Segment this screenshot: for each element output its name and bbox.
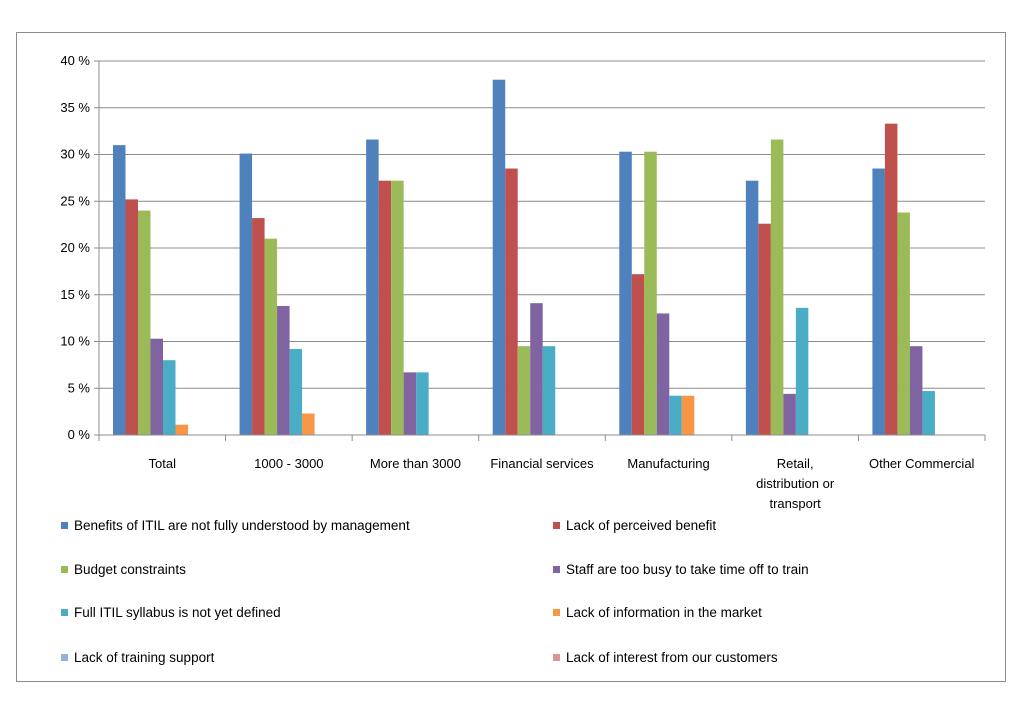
- bar: [909, 346, 923, 435]
- bar: [289, 348, 303, 435]
- y-tick-label: 30 %: [60, 147, 90, 162]
- x-tick-label-line: Total: [149, 456, 177, 471]
- bar: [150, 338, 163, 435]
- legend-item: Lack of training support: [61, 650, 215, 665]
- legend-item: Budget constraints: [61, 562, 186, 577]
- legend-swatch: [61, 654, 68, 661]
- bars: [113, 79, 935, 436]
- x-tick-label: Total: [149, 456, 177, 471]
- y-tick-label: 10 %: [60, 334, 90, 349]
- x-tick-label-line: More than 3000: [370, 456, 461, 471]
- y-tick-label: 0 %: [68, 427, 91, 442]
- x-tick-label-line: Retail,: [777, 456, 814, 471]
- bar: [366, 139, 379, 435]
- legend-label: Lack of perceived benefit: [566, 518, 716, 533]
- legend-swatch: [553, 522, 560, 529]
- bar-chart: 0 % 5 % 10 % 15 % 20 % 25 % 30 % 35 % 40 % Total 1…: [60, 53, 986, 665]
- bar: [542, 346, 556, 435]
- x-tick-label: Manufacturing: [627, 456, 709, 471]
- x-tick-label: 1000 - 3000: [254, 456, 323, 471]
- legend-label: Lack of interest from our customers: [566, 650, 778, 665]
- legend-label: Staff are too busy to take time off to t…: [566, 562, 809, 577]
- y-tick-label: 25 %: [60, 193, 90, 208]
- bar: [391, 180, 404, 435]
- legend: Benefits of ITIL are not fully understoo…: [61, 518, 809, 665]
- bar: [125, 199, 138, 435]
- legend-swatch: [61, 566, 68, 573]
- bar: [783, 393, 796, 435]
- legend-item: Lack of perceived benefit: [553, 518, 716, 533]
- legend-label: Benefits of ITIL are not fully understoo…: [74, 518, 410, 533]
- bar: [277, 305, 290, 435]
- legend-swatch: [61, 522, 68, 529]
- x-tick-label-line: distribution or: [756, 476, 835, 491]
- x-tick-label-line: transport: [769, 496, 821, 511]
- bar: [492, 79, 506, 435]
- bar: [505, 168, 518, 435]
- bar: [745, 180, 759, 435]
- legend-item: Staff are too busy to take time off to t…: [553, 562, 809, 577]
- bar: [163, 360, 176, 435]
- bar: [656, 313, 670, 435]
- legend-label: Full ITIL syllabus is not yet defined: [74, 605, 281, 620]
- bar: [517, 346, 531, 435]
- bar: [530, 303, 543, 435]
- bar: [681, 395, 695, 435]
- bar: [416, 372, 429, 435]
- x-tick-label: More than 3000: [370, 456, 461, 471]
- x-tick-label: Retail, distribution or transport: [756, 456, 835, 511]
- legend-item: Lack of information in the market: [553, 605, 762, 620]
- bar: [239, 153, 253, 435]
- legend-item: Full ITIL syllabus is not yet defined: [61, 605, 281, 620]
- bar: [631, 274, 645, 435]
- bar: [884, 123, 898, 436]
- legend-swatch: [61, 609, 68, 616]
- legend-label: Budget constraints: [74, 562, 186, 577]
- bar: [644, 151, 657, 435]
- bar: [252, 218, 265, 435]
- legend-item: Benefits of ITIL are not fully understoo…: [61, 518, 410, 533]
- bar: [378, 180, 392, 435]
- bar: [758, 223, 771, 435]
- bar: [113, 145, 126, 435]
- bar: [403, 372, 417, 435]
- bar: [770, 139, 784, 435]
- x-tick-label-line: Financial services: [490, 456, 594, 471]
- x-tick-label: Financial services: [490, 456, 594, 471]
- legend-swatch: [553, 654, 560, 661]
- y-tick-label: 40 %: [60, 53, 90, 68]
- x-tick-label-line: 1000 - 3000: [254, 456, 323, 471]
- bar: [669, 395, 682, 435]
- x-tick-label-line: Manufacturing: [627, 456, 709, 471]
- y-tick-label: 5 %: [68, 380, 91, 395]
- y-tick-label: 20 %: [60, 240, 90, 255]
- bar: [175, 424, 188, 435]
- legend-swatch: [553, 566, 560, 573]
- bar: [872, 168, 885, 435]
- x-tick-label-line: Other Commercial: [869, 456, 975, 471]
- legend-item: Lack of interest from our customers: [553, 650, 778, 665]
- bar: [264, 238, 278, 435]
- axes: 0 % 5 % 10 % 15 % 20 % 25 % 30 % 35 % 40 % Total 1…: [60, 53, 986, 511]
- bar: [138, 210, 151, 435]
- x-tick-label: Other Commercial: [869, 456, 975, 471]
- legend-label: Lack of information in the market: [566, 605, 762, 620]
- bar: [302, 413, 315, 435]
- legend-label: Lack of training support: [74, 650, 215, 665]
- legend-swatch: [553, 609, 560, 616]
- y-tick-label: 15 %: [60, 287, 90, 302]
- bar: [619, 151, 632, 435]
- y-tick-label: 35 %: [60, 100, 90, 115]
- bar: [897, 212, 910, 435]
- chart-frame: 0 % 5 % 10 % 15 % 20 % 25 % 30 % 35 % 40 % Total 1…: [16, 32, 1006, 682]
- bar: [795, 307, 809, 435]
- bar: [922, 391, 935, 435]
